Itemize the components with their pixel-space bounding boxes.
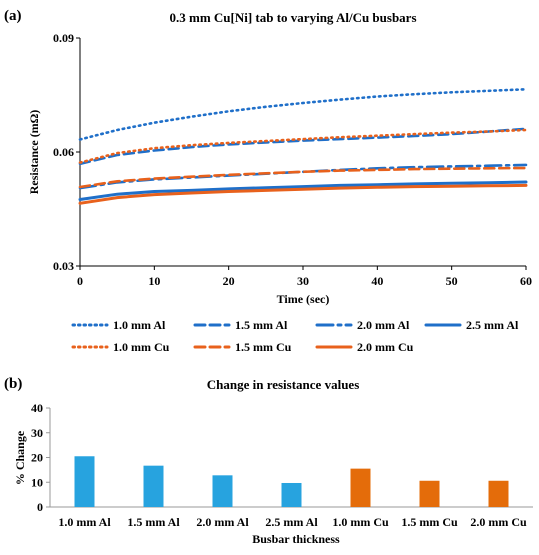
x-tick-label: 0	[77, 274, 83, 288]
legend-label: 1.5 mm Al	[235, 318, 288, 332]
x-category-label: 2.0 mm Al	[196, 515, 249, 529]
y-tick-label: 20	[31, 451, 43, 465]
bar-chart: 0 10 20 30 40 1.0 mm Al 1.5 mm Al 2.0 mm Al 2.5 …	[31, 401, 533, 529]
panel-b-label: (b)	[4, 376, 22, 392]
x-tick-label: 50	[446, 274, 458, 288]
legend-label: 1.0 mm Al	[113, 318, 166, 332]
y-tick-label: 30	[31, 426, 43, 440]
series-line-1-5-mm-cu	[78, 166, 528, 189]
x-tick-label: 30	[297, 274, 309, 288]
bar-1-5-mm-al	[143, 465, 164, 507]
x-category-label: 1.5 mm Cu	[401, 515, 458, 529]
bar-2-5-mm-al	[281, 482, 302, 507]
x-tick-label: 40	[371, 274, 383, 288]
series-line-1-5-mm-al	[78, 127, 528, 166]
x-category-label: 1.0 mm Al	[58, 515, 111, 529]
line-chart-title: 0.3 mm Cu[Ni] tab to varying Al/Cu busba…	[169, 10, 416, 25]
x-tick-label: 10	[148, 274, 160, 288]
y-tick-label: 10	[31, 475, 43, 489]
x-category-label: 1.5 mm Al	[127, 515, 180, 529]
x-category-label: 1.0 mm Cu	[332, 515, 389, 529]
legend-label: 2.5 mm Al	[466, 318, 519, 332]
series-line-2-5-mm-al	[78, 180, 528, 201]
y-tick-label: 0.09	[53, 31, 74, 45]
y-tick-label: 0.06	[53, 145, 74, 159]
bar-chart-xlabel: Busbar thickness	[252, 532, 340, 546]
x-category-label: 2.0 mm Cu	[470, 515, 527, 529]
line-chart-xlabel: Time (sec)	[277, 292, 330, 306]
y-tick-label: 0.03	[53, 259, 74, 273]
bar-2-0-mm-cu	[488, 480, 509, 507]
line-chart: 0.03 0.06 0.09 0 10 20 30 40 50 60	[53, 31, 532, 288]
bar-2-0-mm-al	[212, 475, 233, 507]
legend-label: 2.0 mm Al	[357, 318, 410, 332]
legend-label: 1.5 mm Cu	[235, 340, 292, 354]
panel-a-label: (a)	[4, 8, 22, 24]
series-line-2-0-mm-cu	[78, 183, 528, 205]
y-tick-label: 0	[37, 500, 43, 514]
x-tick-label: 60	[520, 274, 532, 288]
line-chart-ylabel: Resistance (mΩ)	[27, 110, 41, 195]
x-tick-label: 20	[223, 274, 235, 288]
legend-label: 2.0 mm Cu	[357, 340, 414, 354]
bar-1-0-mm-cu	[350, 468, 371, 507]
series-line-1-0-mm-cu	[78, 128, 528, 164]
bar-chart-title: Change in resistance values	[207, 377, 360, 392]
bar-1-0-mm-al	[74, 456, 95, 507]
legend-label: 1.0 mm Cu	[113, 340, 170, 354]
bar-1-5-mm-cu	[419, 480, 440, 507]
line-chart-legend: 1.0 mm Al 1.5 mm Al 2.0 mm Al 2.5 mm Al 1.0 …	[71, 318, 519, 354]
series-line-1-0-mm-al	[78, 88, 528, 141]
y-tick-label: 40	[31, 401, 43, 415]
x-category-label: 2.5 mm Al	[265, 515, 318, 529]
bar-chart-ylabel: % Change	[13, 430, 27, 485]
